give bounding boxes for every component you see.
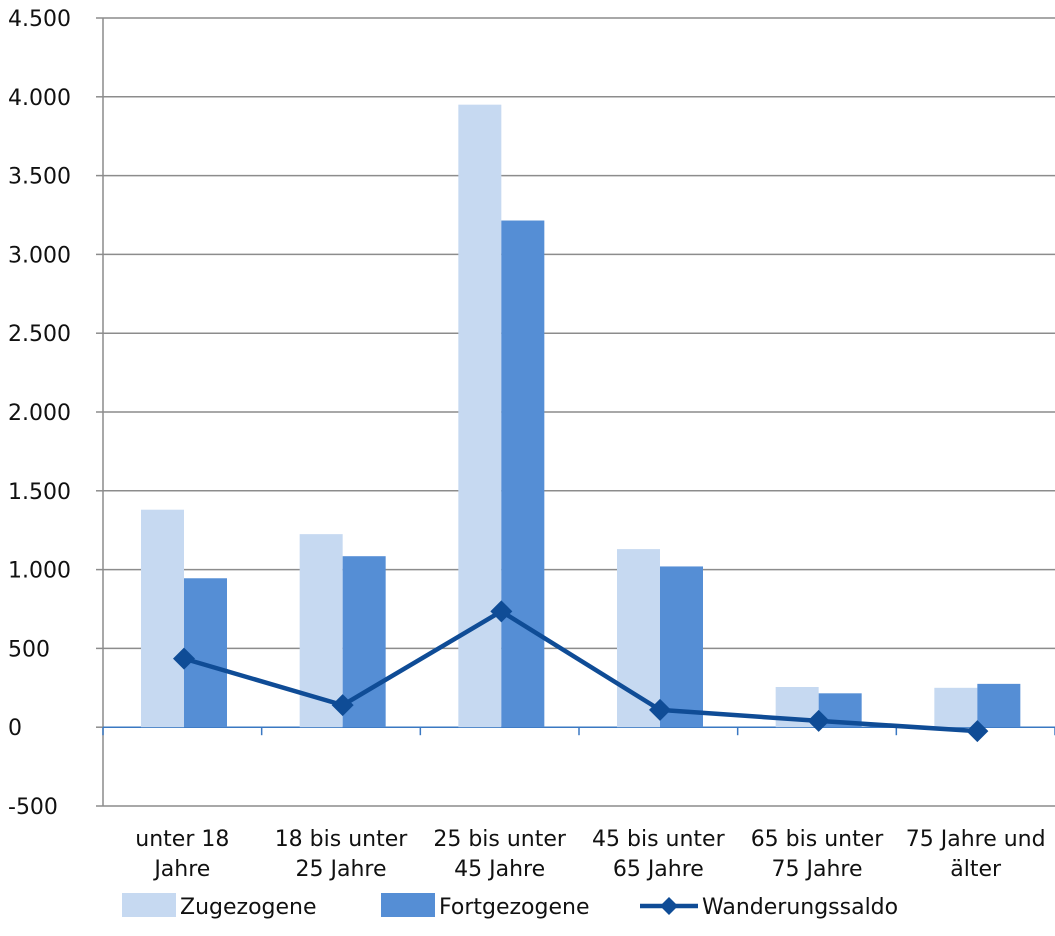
x-category-line: Jahre (152, 857, 210, 882)
bar-fortgezogene-2 (501, 220, 545, 728)
legend-item-wanderungssaldo: Wanderungssaldo (640, 895, 898, 920)
saldo-point-4 (807, 709, 830, 732)
legend-label: Fortgezogene (439, 895, 590, 920)
x-category-line: 25 Jahre (296, 857, 387, 882)
y-tick-label: 3.000 (8, 243, 71, 268)
saldo-point-1 (331, 694, 354, 717)
x-category-label-4: 65 bis unter 75 Jahre (751, 827, 885, 882)
bar-fortgezogene-5 (977, 683, 1021, 728)
y-tick-label: 1.000 (8, 559, 71, 584)
legend-label: Zugezogene (180, 895, 317, 920)
saldo-line (183, 609, 978, 734)
x-category-line: 25 bis unter (433, 827, 567, 852)
saldo-point-2 (490, 600, 513, 623)
x-category-line: 45 bis unter (592, 827, 726, 852)
y-tick-label: 2.000 (8, 401, 71, 426)
x-category-line: 45 Jahre (454, 857, 545, 882)
y-tick-labels: -500 0 500 1.000 1.500 2.000 2.500 3.000 3.500 4.… (8, 7, 71, 820)
legend-item-zugezogene: Zugezogene (122, 893, 317, 920)
legend-marker (660, 897, 678, 915)
bars (141, 104, 1021, 728)
x-category-line: 65 bis unter (751, 827, 885, 852)
y-tick-label: 4.500 (8, 7, 71, 32)
bar-zugezogene-3 (617, 549, 660, 728)
y-tick-label: -500 (8, 795, 58, 820)
y-tick-label: 3.500 (8, 165, 71, 190)
x-category-line: unter 18 (135, 827, 229, 852)
saldo-point-5 (966, 720, 989, 743)
bar-fortgezogene-3 (660, 566, 703, 728)
legend-item-fortgezogene: Fortgezogene (381, 893, 590, 920)
saldo-point-3 (649, 698, 671, 721)
legend-swatch (381, 893, 435, 917)
saldo-line-layer (173, 600, 989, 743)
y-tick-label: 500 (8, 637, 50, 662)
x-category-label-2: 25 bis unter 45 Jahre (433, 827, 567, 882)
bar-zugezogene-5 (934, 687, 978, 728)
legend-label: Wanderungssaldo (702, 895, 898, 920)
x-category-labels: unter 18 Jahre 18 bis unter 25 Jahre 25 bis … (135, 827, 1045, 882)
x-category-label-1: 18 bis unter 25 Jahre (275, 827, 409, 882)
x-category-label-3: 45 bis unter 65 Jahre (592, 827, 726, 882)
y-tick-label: 0 (8, 716, 22, 741)
x-category-line: 75 Jahre und (906, 827, 1046, 852)
x-category-label-0: unter 18 Jahre (135, 827, 229, 882)
x-category-line: älter (950, 857, 1002, 882)
y-tick-label: 2.500 (8, 322, 71, 347)
legend: Zugezogene Fortgezogene Wanderungssaldo (122, 893, 898, 920)
y-tick-label: 4.000 (8, 86, 71, 111)
x-category-line: 65 Jahre (613, 857, 704, 882)
y-tick-label: 1.500 (8, 480, 71, 505)
x-category-line: 75 Jahre (772, 857, 863, 882)
bar-zugezogene-0 (141, 509, 184, 728)
saldo-point-0 (173, 647, 195, 670)
x-category-label-5: 75 Jahre und älter (906, 827, 1046, 882)
legend-swatch (122, 893, 176, 917)
bar-fortgezogene-0 (184, 578, 227, 728)
gridlines (103, 17, 1055, 807)
x-category-line: 18 bis unter (275, 827, 409, 852)
